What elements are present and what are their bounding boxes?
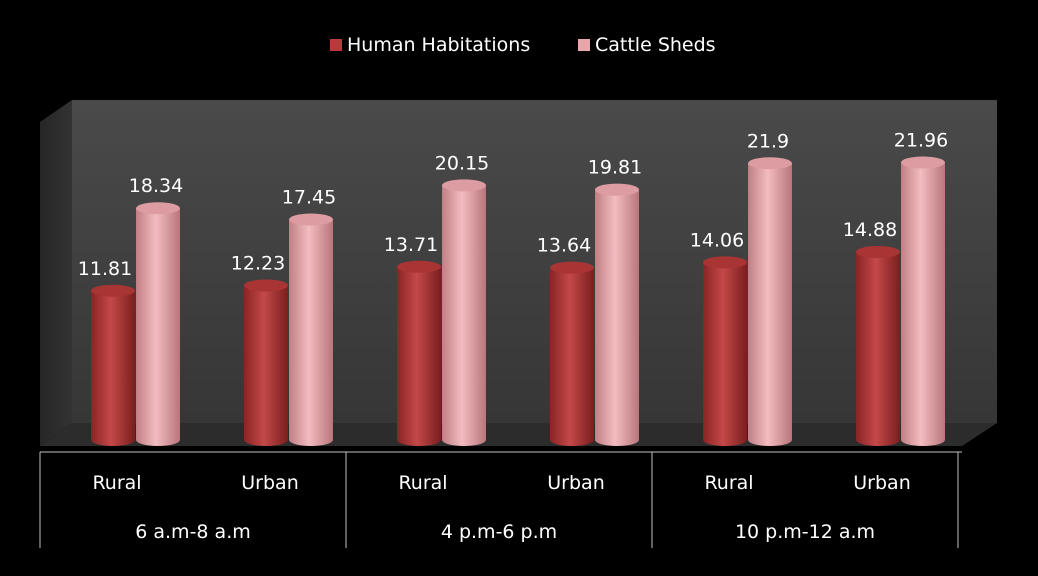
bar-cattle-sheds-5 bbox=[748, 157, 792, 446]
bar-cattle-sheds-3 bbox=[442, 179, 486, 447]
side-wall bbox=[40, 100, 72, 446]
category-axis: Rural Urban Rural Urban Rural Urban 6 a.… bbox=[39, 451, 962, 548]
bar-cattle-sheds-4 bbox=[595, 183, 639, 446]
bar-body bbox=[703, 262, 747, 446]
bars bbox=[91, 156, 945, 447]
bar-body bbox=[901, 162, 945, 447]
tick-label-rural-3: Rural bbox=[704, 472, 753, 494]
bar-body bbox=[856, 251, 900, 446]
tick-label-rural-1: Rural bbox=[92, 472, 141, 494]
data-labels: 11.81 12.23 13.71 13.64 14.06 14.88 18.34 17.45… bbox=[78, 130, 948, 280]
bar-human-habitations-2 bbox=[244, 279, 288, 446]
group-label-morning: 6 a.m-8 a.m bbox=[135, 521, 251, 543]
bar-human-habitations-4 bbox=[550, 261, 594, 446]
bar-body bbox=[442, 185, 486, 447]
bar-top bbox=[91, 284, 135, 297]
bar-top bbox=[244, 279, 288, 292]
bar-body bbox=[289, 219, 333, 446]
legend-swatch-cattle-sheds bbox=[578, 39, 590, 51]
data-label-cattle-sheds-4: 19.81 bbox=[588, 157, 642, 179]
bar-cattle-sheds-1 bbox=[136, 202, 180, 446]
bar-human-habitations-1 bbox=[91, 284, 135, 446]
bar-top bbox=[748, 157, 792, 170]
bar-human-habitations-3 bbox=[397, 260, 441, 446]
legend-item-cattle-sheds: Cattle Sheds bbox=[578, 34, 716, 56]
bar-top bbox=[901, 156, 945, 169]
legend: Human Habitations Cattle Sheds bbox=[330, 34, 716, 56]
legend-label-cattle-sheds: Cattle Sheds bbox=[595, 34, 716, 56]
data-label-human-habitations-3: 13.71 bbox=[384, 234, 438, 256]
bar-body bbox=[244, 285, 288, 446]
tick-label-urban-2: Urban bbox=[547, 472, 604, 494]
tick-label-urban-1: Urban bbox=[241, 472, 298, 494]
legend-item-human-habitations: Human Habitations bbox=[330, 34, 530, 56]
group-label-afternoon: 4 p.m-6 p.m bbox=[441, 521, 557, 543]
floor bbox=[40, 423, 997, 446]
data-label-human-habitations-6: 14.88 bbox=[843, 219, 897, 241]
bar-human-habitations-6 bbox=[856, 245, 900, 446]
bar-body bbox=[748, 163, 792, 446]
data-label-cattle-sheds-6: 21.96 bbox=[894, 130, 948, 152]
bar-human-habitations-5 bbox=[703, 256, 747, 446]
bar-top bbox=[442, 179, 486, 192]
bar-top bbox=[550, 261, 594, 274]
group-label-night: 10 p.m-12 a.m bbox=[735, 521, 875, 543]
tick-label-rural-2: Rural bbox=[398, 472, 447, 494]
bar-top bbox=[856, 245, 900, 258]
plot-area bbox=[40, 100, 997, 446]
data-label-cattle-sheds-3: 20.15 bbox=[435, 152, 489, 174]
bar-body bbox=[136, 208, 180, 446]
data-label-human-habitations-4: 13.64 bbox=[537, 235, 591, 257]
data-label-cattle-sheds-5: 21.9 bbox=[747, 130, 789, 152]
bar-cattle-sheds-6 bbox=[901, 156, 945, 447]
data-label-cattle-sheds-2: 17.45 bbox=[282, 186, 336, 208]
bar-body bbox=[397, 266, 441, 446]
bar-top bbox=[595, 183, 639, 196]
legend-swatch-human-habitations bbox=[330, 39, 342, 51]
bar-body bbox=[550, 267, 594, 446]
tick-label-urban-3: Urban bbox=[853, 472, 910, 494]
bar-top bbox=[136, 202, 180, 215]
bar-top bbox=[397, 260, 441, 273]
bar-top bbox=[703, 256, 747, 269]
bar-body bbox=[595, 189, 639, 446]
data-label-human-habitations-1: 11.81 bbox=[78, 258, 132, 280]
legend-label-human-habitations: Human Habitations bbox=[347, 34, 530, 56]
bar-body bbox=[91, 290, 135, 446]
data-label-cattle-sheds-1: 18.34 bbox=[129, 175, 183, 197]
data-label-human-habitations-2: 12.23 bbox=[231, 252, 285, 274]
bar-cattle-sheds-2 bbox=[289, 213, 333, 446]
bar-top bbox=[289, 213, 333, 226]
data-label-human-habitations-5: 14.06 bbox=[690, 229, 744, 251]
